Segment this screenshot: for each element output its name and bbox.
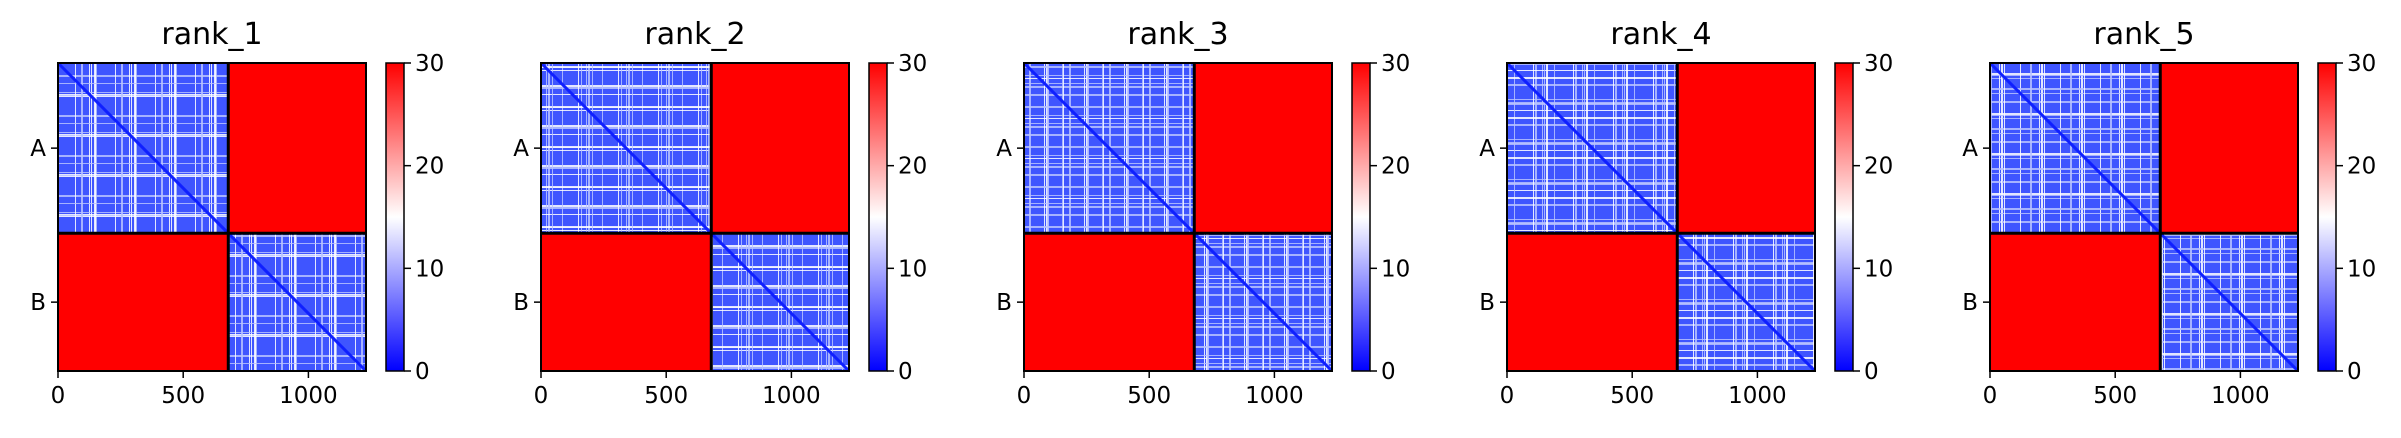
colorbar-tick-label: 30 xyxy=(1864,51,1893,77)
colorbar xyxy=(385,62,405,372)
colorbar-tick-label: 30 xyxy=(1381,51,1410,77)
y-tick-label: A xyxy=(30,136,46,162)
y-tick-label: B xyxy=(30,290,46,316)
colorbar-tick-label: 0 xyxy=(2347,359,2362,385)
y-tick-label: A xyxy=(1479,136,1495,162)
y-tick-label: B xyxy=(1962,290,1978,316)
panel-title: rank_4 xyxy=(1610,17,1711,52)
colorbar-tick-label: 10 xyxy=(415,256,444,282)
panel-title: rank_3 xyxy=(1127,17,1228,52)
x-tick-label: 500 xyxy=(1610,383,1654,409)
colorbar-tick-label: 20 xyxy=(2347,154,2376,180)
heatmap-frame xyxy=(1989,62,2299,372)
heatmap-frame xyxy=(1506,62,1816,372)
colorbar-tick-label: 10 xyxy=(2347,256,2376,282)
x-tick-label: 0 xyxy=(1500,383,1515,409)
x-tick-label: 0 xyxy=(1983,383,1998,409)
colorbar-tick-label: 30 xyxy=(898,51,927,77)
x-tick-label: 500 xyxy=(1127,383,1171,409)
y-tick-label: B xyxy=(996,290,1012,316)
colorbar-tick-label: 0 xyxy=(1381,359,1396,385)
colorbar-tick-label: 20 xyxy=(1381,154,1410,180)
colorbar-tick-label: 20 xyxy=(898,154,927,180)
x-tick-label: 500 xyxy=(161,383,205,409)
panel-rank_4: rank_4 0 500 1000 A B 0 10 20 30 xyxy=(1479,17,1893,409)
panel-rank_1: rank_1 0 500 1000 A B 0 10 20 30 xyxy=(30,17,444,409)
panel-rank_2: rank_2 0 500 1000 A B 0 10 20 30 xyxy=(513,17,927,409)
y-tick-label: B xyxy=(513,290,529,316)
colorbar-tick-label: 10 xyxy=(898,256,927,282)
y-tick-label: A xyxy=(513,136,529,162)
panel-rank_5: rank_5 0 500 1000 A B 0 10 20 30 xyxy=(1962,17,2376,409)
colorbar-tick-label: 30 xyxy=(415,51,444,77)
panel-title: rank_2 xyxy=(644,17,745,52)
colorbar-tick-label: 20 xyxy=(415,154,444,180)
colorbar-tick-label: 10 xyxy=(1381,256,1410,282)
x-tick-label: 0 xyxy=(51,383,66,409)
diagonal xyxy=(1505,61,1817,373)
colorbar xyxy=(2317,62,2337,372)
colorbar xyxy=(868,62,888,372)
x-tick-label: 1000 xyxy=(1245,383,1304,409)
colorbar xyxy=(1834,62,1854,372)
diagonal xyxy=(539,61,851,373)
panel-title: rank_5 xyxy=(2093,17,2194,52)
x-tick-label: 500 xyxy=(644,383,688,409)
x-tick-label: 1000 xyxy=(2211,383,2270,409)
panel-rank_3: rank_3 0 500 1000 A B 0 10 20 30 xyxy=(996,17,1410,409)
diagonal xyxy=(1022,61,1334,373)
x-tick-label: 1000 xyxy=(279,383,338,409)
y-tick-label: A xyxy=(1962,136,1978,162)
diagonal xyxy=(56,61,368,373)
colorbar-tick-label: 0 xyxy=(898,359,913,385)
x-tick-label: 1000 xyxy=(762,383,821,409)
heatmap-frame xyxy=(57,62,367,372)
heatmap-frame xyxy=(540,62,850,372)
diagonal xyxy=(1988,61,2300,373)
colorbar-tick-label: 0 xyxy=(1864,359,1879,385)
x-tick-label: 500 xyxy=(2093,383,2137,409)
panel-title: rank_1 xyxy=(161,17,262,52)
x-tick-label: 1000 xyxy=(1728,383,1787,409)
colorbar xyxy=(1351,62,1371,372)
heatmap-frame xyxy=(1023,62,1333,372)
colorbar-tick-label: 20 xyxy=(1864,154,1893,180)
x-tick-label: 0 xyxy=(534,383,549,409)
y-tick-label: B xyxy=(1479,290,1495,316)
y-tick-label: A xyxy=(996,136,1012,162)
colorbar-tick-label: 30 xyxy=(2347,51,2376,77)
colorbar-tick-label: 10 xyxy=(1864,256,1893,282)
colorbar-tick-label: 0 xyxy=(415,359,430,385)
x-tick-label: 0 xyxy=(1017,383,1032,409)
